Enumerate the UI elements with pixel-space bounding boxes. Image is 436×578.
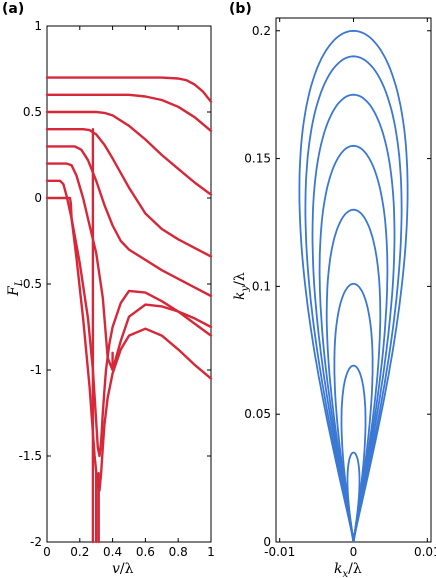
- loop-line-b-4: [325, 208, 382, 543]
- y-axis-label-a-sub: L: [14, 279, 25, 287]
- y-tick-label-a: -0.5: [19, 277, 42, 291]
- y-tick-label-a: -2: [30, 535, 42, 549]
- series-lines-b: [298, 29, 409, 543]
- series-line-a-7: [45, 196, 213, 492]
- y-tick-label-b: 0.1: [252, 279, 271, 293]
- x-tick-label-b: -0.01: [264, 545, 295, 559]
- y-tick-label-b: 0: [263, 535, 271, 549]
- loop-line-b-3: [318, 144, 389, 543]
- loop-line-b-5: [333, 282, 374, 543]
- panel-a: (a) 0 0.2 0.4 0.6 0.8 1-2-1.5-1-0.500.51 v/λ …: [2, 1, 215, 577]
- x-tick-label-a: 0.8: [169, 545, 188, 559]
- y-tick-label-a: 0.5: [23, 105, 42, 119]
- x-axis-label-a-rest: /λ: [120, 561, 134, 577]
- x-axis-label-a-var: v: [112, 561, 120, 577]
- y-tick-label-a: 0: [34, 191, 42, 205]
- loop-line-b-1: [304, 55, 403, 543]
- y-tick-label-a: -1.5: [19, 449, 42, 463]
- x-axis-label-b: kx/λ: [334, 561, 362, 578]
- axis-ticks-a: 0 0.2 0.4 0.6 0.8 1 -2 -1.5 -1 -0.5 0 0.5 1: [19, 19, 215, 559]
- series-line-a-2: [45, 110, 213, 196]
- y-axis-label-a-main: F: [6, 285, 22, 297]
- x-tick-label-a: 0.4: [103, 545, 122, 559]
- panel-b-label: (b): [229, 1, 252, 17]
- y-axis-label-a: FL: [6, 279, 25, 297]
- y-axis-label-b-sub: y: [240, 286, 251, 293]
- x-tick-label-a: 0.2: [70, 545, 89, 559]
- series-line-a-3: [45, 127, 213, 258]
- y-tick-label-a: -1: [30, 363, 42, 377]
- x-tick-label-a: 0: [43, 545, 51, 559]
- panel-a-label: (a): [2, 1, 24, 17]
- loop-line-b-2: [311, 93, 396, 543]
- series-lines-a: [45, 76, 213, 544]
- x-axis-label-a: v/λ: [112, 561, 134, 577]
- y-axis-label-b-var: k: [232, 292, 248, 300]
- x-tick-label-b: 0: [350, 545, 358, 559]
- loop-line-b-7: [346, 451, 361, 543]
- x-tick-label-b: 0.01: [414, 545, 436, 559]
- series-line-a-4: [45, 145, 213, 298]
- y-axis-label-b-rest: /λ: [232, 272, 248, 286]
- y-tick-label-a: 1: [34, 19, 42, 33]
- x-tick-label-a: 1: [207, 545, 215, 559]
- loop-line-b-0: [298, 29, 409, 543]
- x-axis-label-b-var: k: [334, 561, 342, 577]
- series-line-a-1: [45, 93, 213, 133]
- y-tick-label-b: 0.15: [244, 152, 271, 166]
- x-axis-label-b-rest: /λ: [348, 561, 362, 577]
- y-tick-label-b: 0.2: [252, 24, 271, 38]
- series-line-a-0: [45, 76, 213, 103]
- y-tick-label-b: 0.05: [244, 407, 271, 421]
- x-tick-label-a: 0.6: [136, 545, 155, 559]
- x-axis-label-b-sub: x: [342, 569, 348, 578]
- y-axis-label-b: ky/λ: [232, 272, 251, 300]
- plot-area-b: [275, 17, 432, 543]
